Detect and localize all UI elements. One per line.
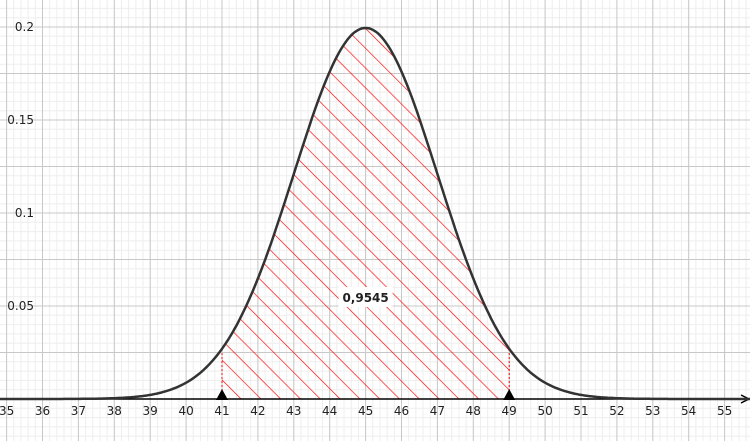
y-tick-label: 0.05 [7, 299, 34, 313]
area-label: 0,9545 [342, 291, 388, 305]
x-tick-label: 41 [214, 404, 229, 418]
x-tick-label: 54 [681, 404, 696, 418]
bound-point-icon [503, 389, 516, 400]
x-tick-label: 35 [0, 404, 14, 418]
y-tick-label: 0.1 [15, 206, 34, 220]
x-tick-label: 39 [143, 404, 158, 418]
bound-point-icon [216, 389, 228, 400]
x-tick-label: 37 [71, 404, 86, 418]
shaded-area [222, 28, 510, 399]
x-tick-label: 52 [609, 404, 624, 418]
area-label-bg [338, 287, 393, 307]
x-tick-label: 43 [286, 404, 301, 418]
x-tick-label: 48 [466, 404, 481, 418]
density-curve [0, 26, 750, 401]
x-tick-label: 53 [645, 404, 660, 418]
x-tick-label: 50 [537, 404, 552, 418]
x-tick-label: 36 [35, 404, 50, 418]
x-tick-label: 38 [107, 404, 122, 418]
x-tick-label: 55 [717, 404, 732, 418]
y-tick-label: 0.2 [15, 20, 34, 34]
y-tick-label: 0.15 [7, 113, 34, 127]
x-tick-label: 42 [250, 404, 265, 418]
x-tick-label: 45 [358, 404, 373, 418]
x-tick-label: 40 [178, 404, 193, 418]
x-tick-label: 44 [322, 404, 337, 418]
x-tick-label: 49 [502, 404, 517, 418]
x-tick-label: 51 [573, 404, 588, 418]
x-tick-label: 46 [394, 404, 409, 418]
x-tick-label: 47 [430, 404, 445, 418]
